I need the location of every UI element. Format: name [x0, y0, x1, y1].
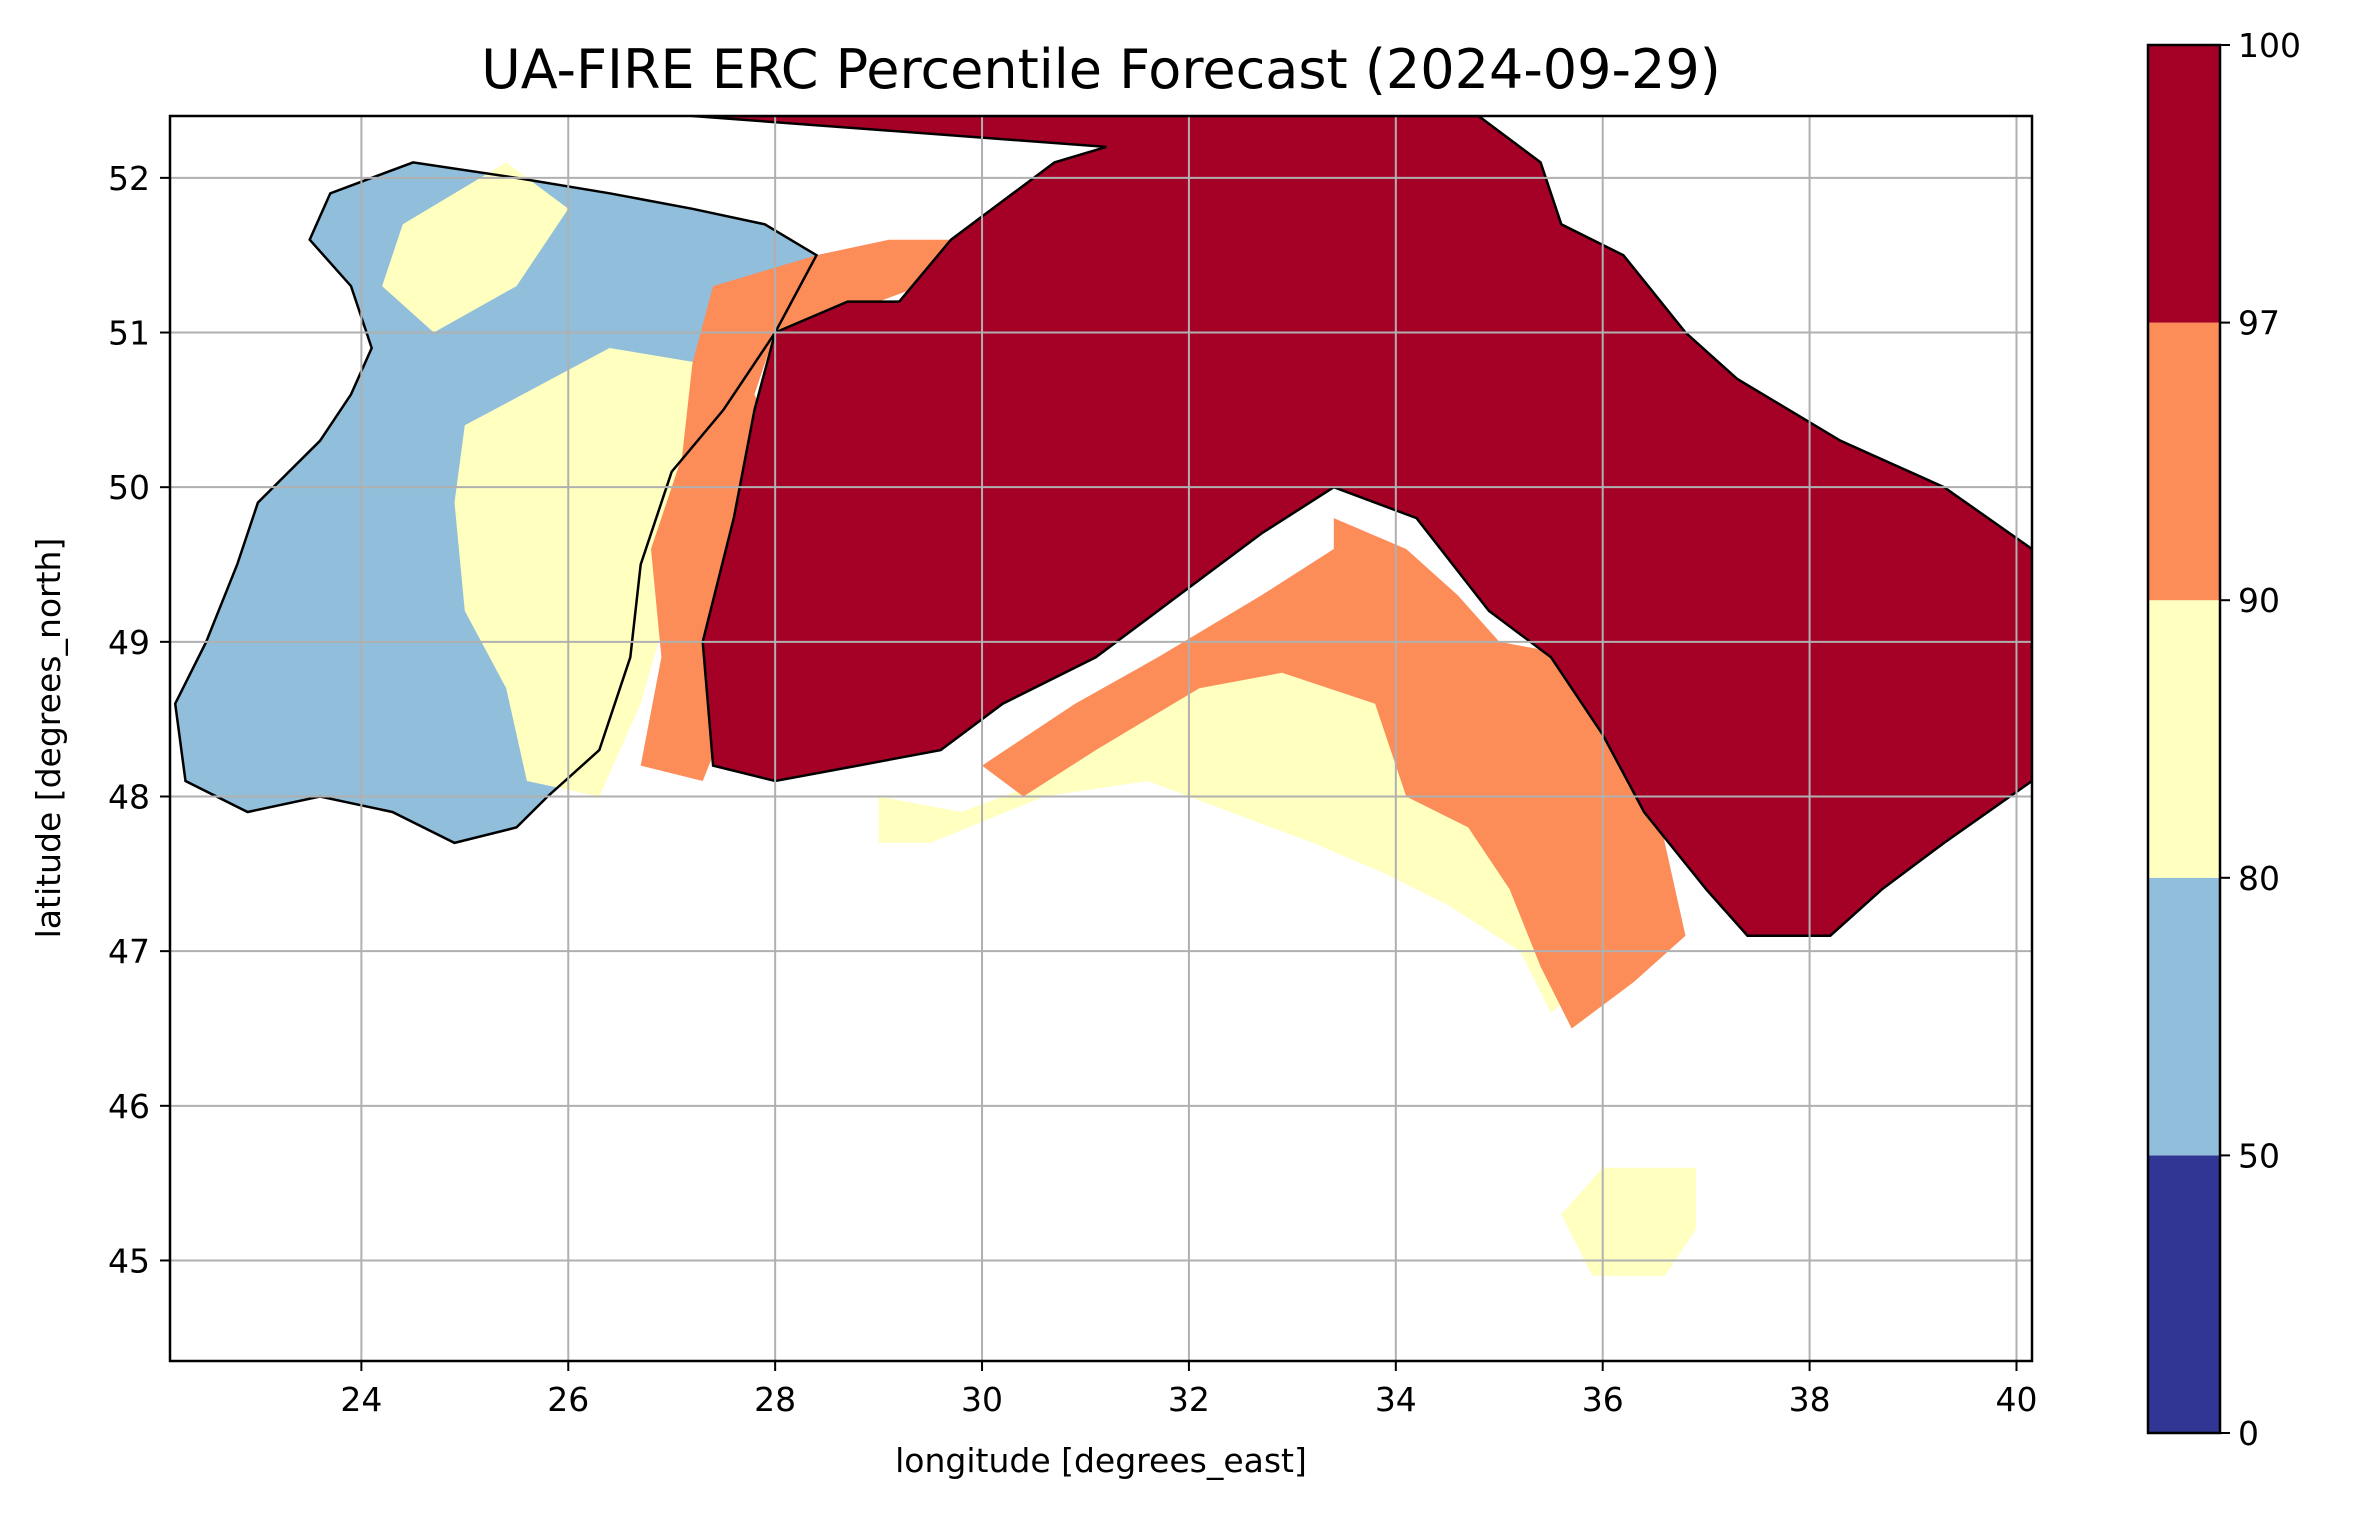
colorbar-bin-2	[2148, 600, 2220, 878]
x-tick-label-7: 38	[1789, 1380, 1831, 1419]
colorbar-bin-3	[2148, 322, 2220, 601]
colorbar-tick-label-2: 80	[2238, 859, 2280, 898]
western-border-outline	[173, 161, 819, 845]
colorbar-tick-label-1: 50	[2238, 1136, 2280, 1175]
percentile-region-7	[692, 116, 2032, 936]
x-axis-label: longitude [degrees_east]	[895, 1441, 1307, 1480]
x-tick-label-3: 30	[961, 1380, 1003, 1419]
colorbar: 0 50 80 90 97 100	[2146, 26, 2301, 1453]
y-axis-label: latitude [degrees_north]	[29, 538, 68, 939]
percentile-region-3	[878, 657, 1603, 1013]
y-tick-label-7: 52	[108, 159, 150, 198]
x-tick-label-4: 32	[1168, 1380, 1210, 1419]
colorbar-bin-4	[2148, 45, 2220, 323]
colorbar-tick-label-0: 0	[2238, 1414, 2259, 1453]
y-tick-label-5: 50	[108, 468, 150, 507]
percentile-region-4	[1561, 1167, 1696, 1276]
percentile-region-1	[382, 162, 569, 333]
x-axis-ticks: 24 26 28 30 32 34 36 38 40	[340, 1361, 2037, 1419]
grid-lines	[170, 116, 2032, 1361]
x-tick-label-2: 28	[754, 1380, 796, 1419]
y-tick-label-6: 51	[108, 314, 150, 353]
y-tick-label-3: 48	[108, 777, 150, 816]
colorbar-frame	[2146, 43, 2222, 1435]
x-tick-label-5: 34	[1375, 1380, 1417, 1419]
plot-frame	[168, 114, 2034, 1363]
x-tick-label-0: 24	[340, 1380, 382, 1419]
colorbar-tick-label-3: 90	[2238, 581, 2280, 620]
colorbar-tick-label-5: 100	[2238, 26, 2301, 65]
x-tick-label-1: 26	[547, 1380, 589, 1419]
colorbar-bin-0	[2148, 1155, 2220, 1433]
y-tick-label-0: 45	[108, 1241, 150, 1280]
colorbar-bin-1	[2148, 877, 2220, 1156]
percentile-region-2	[454, 348, 714, 797]
x-tick-label-8: 40	[1995, 1380, 2037, 1419]
x-tick-label-6: 36	[1582, 1380, 1624, 1419]
percentile-region-6	[982, 518, 1686, 1029]
y-tick-label-4: 49	[108, 623, 150, 662]
y-axis-ticks: 45 46 47 48 49 50 51 52	[108, 159, 170, 1280]
eastern-border-outline	[692, 116, 2032, 937]
chart-title: UA-FIRE ERC Percentile Forecast (2024-09…	[481, 38, 1721, 101]
y-tick-label-2: 47	[108, 932, 150, 971]
colorbar-tick-label-4: 97	[2238, 304, 2280, 343]
country-borders	[173, 116, 2032, 937]
y-tick-label-1: 46	[108, 1087, 150, 1126]
